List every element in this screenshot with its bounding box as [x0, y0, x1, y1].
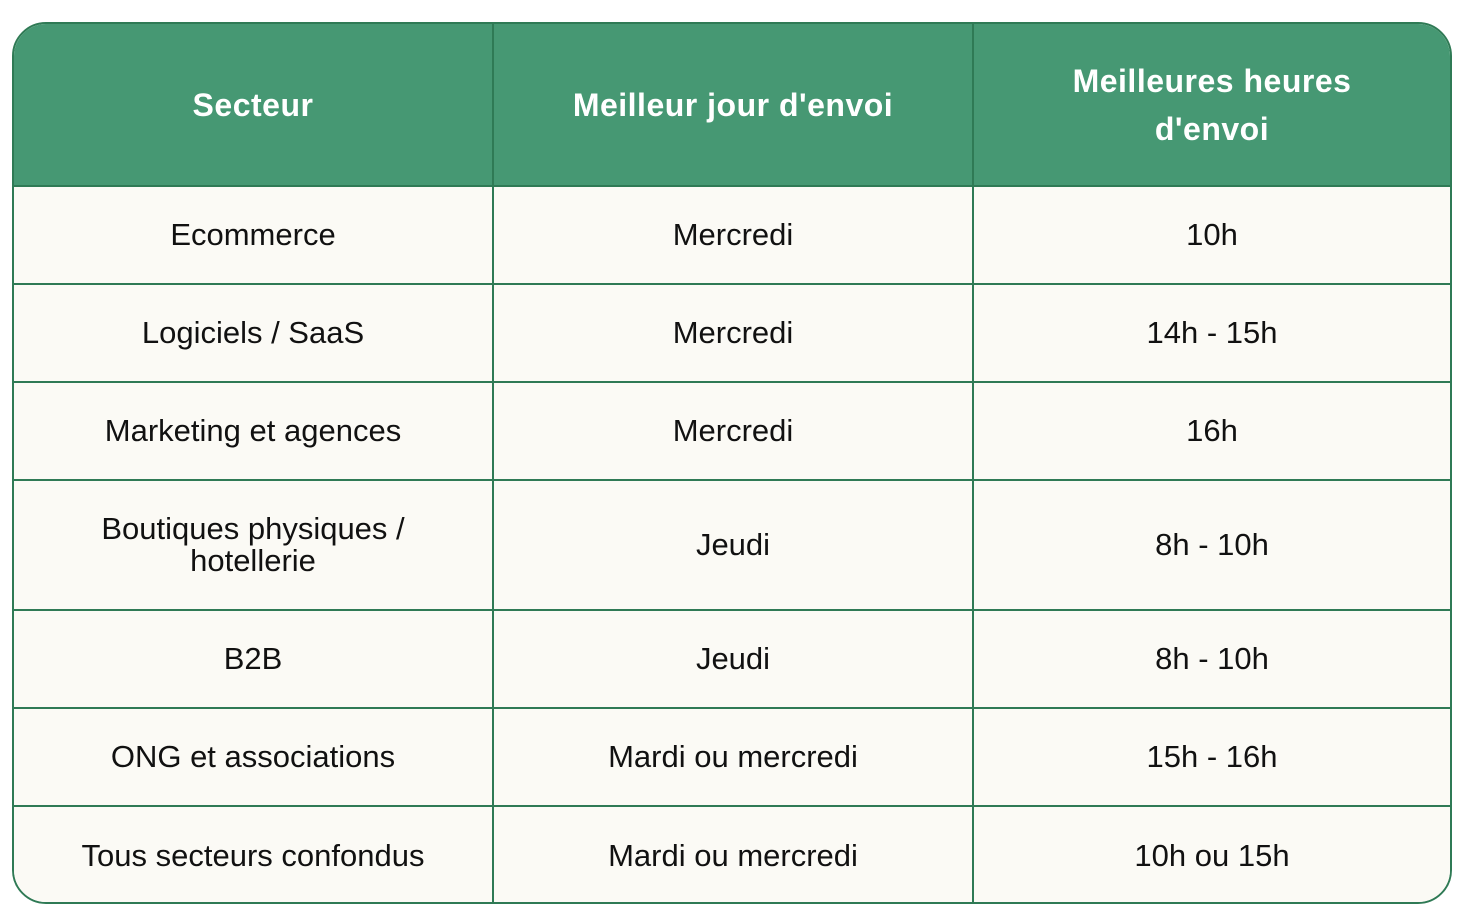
cell-best-day: Mardi ou mercredi	[493, 806, 974, 902]
cell-best-day: Jeudi	[493, 480, 974, 611]
table-row: Ecommerce Mercredi 10h	[14, 186, 1450, 285]
cell-sector: Boutiques physiques / hotellerie	[14, 480, 494, 611]
cell-best-day: Jeudi	[493, 610, 974, 709]
cell-sector: ONG et associations	[14, 708, 494, 807]
cell-best-hours: 8h - 10h	[973, 480, 1450, 611]
cell-best-day: Mercredi	[493, 186, 974, 285]
cell-sector: Tous secteurs confondus	[14, 806, 494, 902]
header-best-day: Meilleur jour d'envoi	[493, 24, 974, 187]
header-best-hours: Meilleures heures d'envoi	[973, 24, 1450, 187]
header-sector: Secteur	[14, 24, 494, 187]
cell-sector: B2B	[14, 610, 494, 709]
cell-best-day: Mardi ou mercredi	[493, 708, 974, 807]
table-body: Ecommerce Mercredi 10h Logiciels / SaaS …	[14, 186, 1450, 902]
cell-best-hours: 14h - 15h	[973, 284, 1450, 383]
cell-best-hours: 16h	[973, 382, 1450, 481]
cell-sector: Logiciels / SaaS	[14, 284, 494, 383]
table-row: Logiciels / SaaS Mercredi 14h - 15h	[14, 284, 1450, 383]
table-header: Secteur Meilleur jour d'envoi Meilleures…	[14, 24, 1450, 187]
cell-best-hours: 10h ou 15h	[973, 806, 1450, 902]
table-row: Boutiques physiques / hotellerie Jeudi 8…	[14, 480, 1450, 611]
header-row: Secteur Meilleur jour d'envoi Meilleures…	[14, 24, 1450, 187]
table-row: Tous secteurs confondus Mardi ou mercred…	[14, 806, 1450, 902]
sending-times-table: Secteur Meilleur jour d'envoi Meilleures…	[14, 24, 1450, 902]
cell-best-hours: 10h	[973, 186, 1450, 285]
cell-best-day: Mercredi	[493, 284, 974, 383]
table-row: Marketing et agences Mercredi 16h	[14, 382, 1450, 481]
cell-best-hours: 15h - 16h	[973, 708, 1450, 807]
cell-best-day: Mercredi	[493, 382, 974, 481]
cell-sector: Ecommerce	[14, 186, 494, 285]
cell-sector: Marketing et agences	[14, 382, 494, 481]
table-row: B2B Jeudi 8h - 10h	[14, 610, 1450, 709]
sending-times-table-container: Secteur Meilleur jour d'envoi Meilleures…	[12, 22, 1452, 904]
cell-best-hours: 8h - 10h	[973, 610, 1450, 709]
table-row: ONG et associations Mardi ou mercredi 15…	[14, 708, 1450, 807]
